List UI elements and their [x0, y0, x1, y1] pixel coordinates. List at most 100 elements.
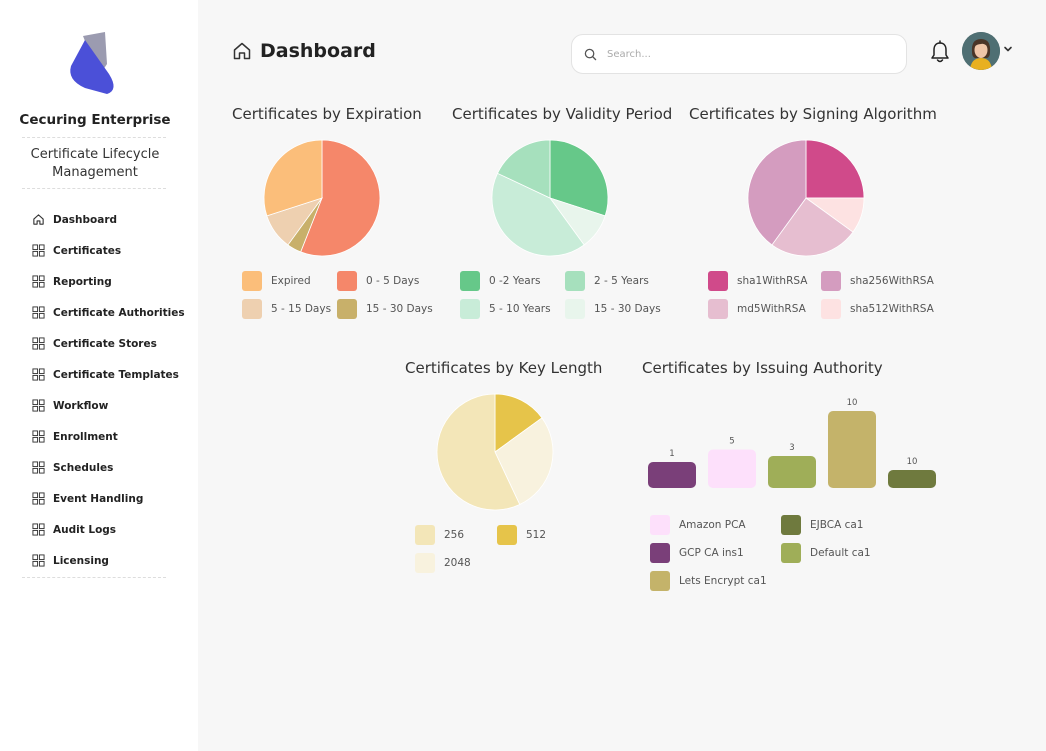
search-input[interactable]	[607, 48, 877, 60]
avatar[interactable]	[962, 32, 1000, 70]
legend-swatch	[781, 515, 801, 535]
legend-label: md5WithRSA	[737, 303, 806, 315]
pie-slice	[805, 139, 865, 199]
sidebar-item-label: Certificate Templates	[53, 368, 179, 381]
legend-label: 0 - 5 Days	[366, 275, 420, 287]
legend-swatch	[242, 299, 262, 319]
legend-swatch	[242, 271, 262, 291]
sidebar-item-enrollment[interactable]: Enrollment	[32, 421, 192, 452]
bar	[648, 462, 696, 488]
sidebar-item-schedules[interactable]: Schedules	[32, 452, 192, 483]
algorithm-pie-chart	[747, 139, 865, 257]
bar-data-label: 3	[789, 443, 794, 453]
legend-item: Lets Encrypt ca1	[650, 571, 767, 591]
org-name: Cecuring Enterprise	[19, 112, 171, 128]
legend-label: Default ca1	[810, 547, 871, 559]
search-box[interactable]	[571, 34, 907, 74]
pie-slice	[300, 139, 381, 257]
grid-icon	[32, 461, 45, 474]
chart-title-algorithm: Certificates by Signing Algorithm	[689, 105, 937, 123]
legend-item: 0 - 5 Days	[337, 271, 419, 291]
chart-title-issuer: Certificates by Issuing Authority	[642, 359, 883, 377]
legend-item: Default ca1	[781, 543, 871, 563]
sidebar-item-label: Workflow	[53, 399, 109, 412]
legend-item: 2048	[415, 553, 471, 573]
chart-title-expiration: Certificates by Expiration	[232, 105, 422, 123]
sidebar-item-label: Certificate Authorities	[53, 306, 185, 319]
legend-item: Expired	[242, 271, 311, 291]
pie-slice	[494, 393, 543, 453]
bar-data-label: 10	[847, 398, 858, 408]
sidebar-item-audit-logs[interactable]: Audit Logs	[32, 514, 192, 545]
legend-label: 2048	[444, 557, 471, 569]
pie-slice	[747, 139, 807, 246]
sidebar-item-label: Certificate Stores	[53, 337, 157, 350]
legend-label: Amazon PCA	[679, 519, 746, 531]
sidebar-item-reporting[interactable]: Reporting	[32, 266, 192, 297]
legend-swatch	[821, 299, 841, 319]
sidebar-item-label: Schedules	[53, 461, 114, 474]
sidebar-item-workflow[interactable]: Workflow	[32, 390, 192, 421]
legend-label: 2 - 5 Years	[594, 275, 649, 287]
grid-icon	[32, 337, 45, 350]
legend-swatch	[708, 271, 728, 291]
legend-swatch	[460, 271, 480, 291]
grid-icon	[32, 554, 45, 567]
legend-swatch	[415, 525, 435, 545]
sidebar-item-label: Certificates	[53, 244, 122, 257]
legend-item: GCP CA ins1	[650, 543, 744, 563]
pie-slice	[771, 197, 854, 257]
keylength-pie-chart	[436, 393, 554, 511]
expiration-pie-chart	[263, 139, 381, 257]
grid-icon	[32, 523, 45, 536]
legend-item: EJBCA ca1	[781, 515, 864, 535]
sidebar-item-label: Reporting	[53, 275, 112, 288]
sidebar-item-event-handling[interactable]: Event Handling	[32, 483, 192, 514]
page-title: Dashboard	[232, 40, 376, 62]
user-avatar-image	[962, 32, 1000, 70]
legend-label: Lets Encrypt ca1	[679, 575, 767, 587]
issuer-bar-chart: 1 5 3 10 10	[648, 398, 936, 488]
sidebar-item-label: Licensing	[53, 554, 109, 567]
sidebar-item-certificates[interactable]: Certificates	[32, 235, 192, 266]
legend-swatch	[650, 571, 670, 591]
sidebar-item-licensing[interactable]: Licensing	[32, 545, 192, 576]
legend-label: GCP CA ins1	[679, 547, 744, 559]
sidebar-item-certificate-authorities[interactable]: Certificate Authorities	[32, 297, 192, 328]
sidebar-divider	[22, 137, 166, 138]
sidebar-item-label: Event Handling	[53, 492, 144, 505]
legend-item: sha1WithRSA	[708, 271, 807, 291]
legend-swatch	[337, 299, 357, 319]
bar-data-label: 10	[907, 457, 918, 467]
app-name: Certificate Lifecycle Management	[30, 147, 160, 180]
grid-icon	[32, 368, 45, 381]
sidebar-item-dashboard[interactable]: Dashboard	[32, 204, 192, 235]
pie-slice	[496, 139, 551, 199]
sidebar-item-label: Dashboard	[53, 213, 118, 226]
sidebar-item-certificate-stores[interactable]: Certificate Stores	[32, 328, 192, 359]
legend-label: 15 - 30 Days	[366, 303, 433, 315]
grid-icon	[32, 244, 45, 257]
legend-label: sha1WithRSA	[737, 275, 808, 287]
bar-data-label: 5	[729, 437, 734, 447]
legend-swatch	[650, 543, 670, 563]
legend-item: sha512WithRSA	[821, 299, 934, 319]
sidebar-item-certificate-templates[interactable]: Certificate Templates	[32, 359, 192, 390]
home-icon	[33, 214, 44, 225]
legend-swatch	[781, 543, 801, 563]
legend-item: Amazon PCA	[650, 515, 746, 535]
legend-label: sha256WithRSA	[850, 275, 934, 287]
grid-icon	[32, 306, 45, 319]
pie-slice	[494, 417, 554, 506]
pie-slice	[549, 139, 609, 217]
bell-icon[interactable]	[929, 40, 951, 64]
pie-slice	[263, 139, 323, 217]
chevron-down-icon[interactable]	[1003, 44, 1013, 54]
bar	[768, 456, 816, 488]
legend-item: 0 -2 Years	[460, 271, 541, 291]
legend-item: 512	[497, 525, 546, 545]
bar-data-label: 1	[669, 449, 674, 459]
home-icon	[233, 42, 251, 60]
bar	[888, 470, 936, 488]
legend-label: 5 - 15 Days	[271, 303, 332, 315]
